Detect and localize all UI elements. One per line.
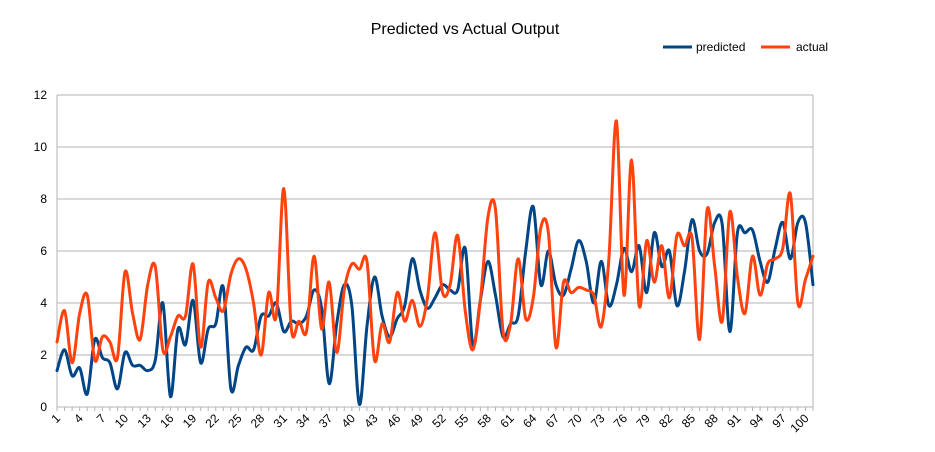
x-tick-label: 100 bbox=[787, 411, 811, 435]
x-axis-tick-labels: 1 4 7 10 13 16 19 22 25 28 31 34 37 40 43 46 49 52 55 58 61 6… bbox=[48, 411, 811, 435]
x-tick-label: 94 bbox=[747, 411, 767, 431]
y-tick-label: 8 bbox=[40, 192, 47, 206]
x-tick-label: 43 bbox=[361, 411, 381, 431]
x-tick-label: 4 bbox=[71, 411, 86, 426]
x-tick-label: 19 bbox=[180, 411, 200, 431]
x-tick-label: 58 bbox=[475, 411, 495, 431]
x-tick-label: 31 bbox=[271, 411, 291, 431]
x-tick-label: 28 bbox=[248, 411, 268, 431]
x-tick-label: 46 bbox=[384, 411, 404, 431]
x-tick-label: 73 bbox=[588, 411, 608, 431]
x-tick-label: 49 bbox=[407, 411, 427, 431]
x-tick-label: 79 bbox=[633, 411, 653, 431]
x-tick-label: 64 bbox=[520, 411, 540, 431]
x-tick-label: 52 bbox=[429, 411, 449, 431]
y-tick-label: 2 bbox=[40, 348, 47, 362]
legend: predicted actual bbox=[663, 40, 828, 54]
y-tick-label: 4 bbox=[40, 296, 47, 310]
x-tick-label: 13 bbox=[134, 411, 154, 431]
x-tick-label: 25 bbox=[225, 411, 245, 431]
x-tick-label: 61 bbox=[497, 411, 517, 431]
series-lines bbox=[55, 119, 815, 406]
x-tick-label: 37 bbox=[316, 411, 336, 431]
y-tick-label: 0 bbox=[40, 400, 47, 414]
x-tick-label: 70 bbox=[565, 411, 585, 431]
x-tick-label: 97 bbox=[770, 411, 790, 431]
x-tick-label: 22 bbox=[203, 411, 223, 431]
series-line-actual bbox=[55, 119, 815, 365]
y-tick-label: 10 bbox=[34, 140, 48, 154]
x-tick-label: 7 bbox=[94, 411, 109, 426]
x-tick-label: 34 bbox=[293, 411, 313, 431]
legend-item-actual: actual bbox=[761, 40, 828, 54]
x-tick-label: 40 bbox=[339, 411, 359, 431]
x-tick-label: 82 bbox=[656, 411, 676, 431]
x-tick-label: 10 bbox=[112, 411, 132, 431]
y-tick-label: 12 bbox=[34, 88, 48, 102]
x-axis-ticks bbox=[56, 407, 814, 411]
y-tick-label: 6 bbox=[40, 244, 47, 258]
y-axis-tick-labels: 0 2 4 6 8 10 12 bbox=[34, 88, 48, 414]
x-tick-label: 1 bbox=[48, 411, 63, 426]
legend-label-actual: actual bbox=[796, 40, 828, 54]
x-tick-label: 91 bbox=[724, 411, 744, 431]
x-tick-label: 67 bbox=[543, 411, 563, 431]
legend-label-predicted: predicted bbox=[696, 40, 745, 54]
x-tick-label: 76 bbox=[611, 411, 631, 431]
x-tick-label: 55 bbox=[452, 411, 472, 431]
gridlines bbox=[56, 94, 814, 408]
legend-item-predicted: predicted bbox=[663, 40, 745, 54]
chart-title: Predicted vs Actual Output bbox=[371, 21, 560, 38]
x-tick-label: 16 bbox=[157, 411, 177, 431]
x-tick-label: 85 bbox=[679, 411, 699, 431]
x-tick-label: 88 bbox=[701, 411, 721, 431]
